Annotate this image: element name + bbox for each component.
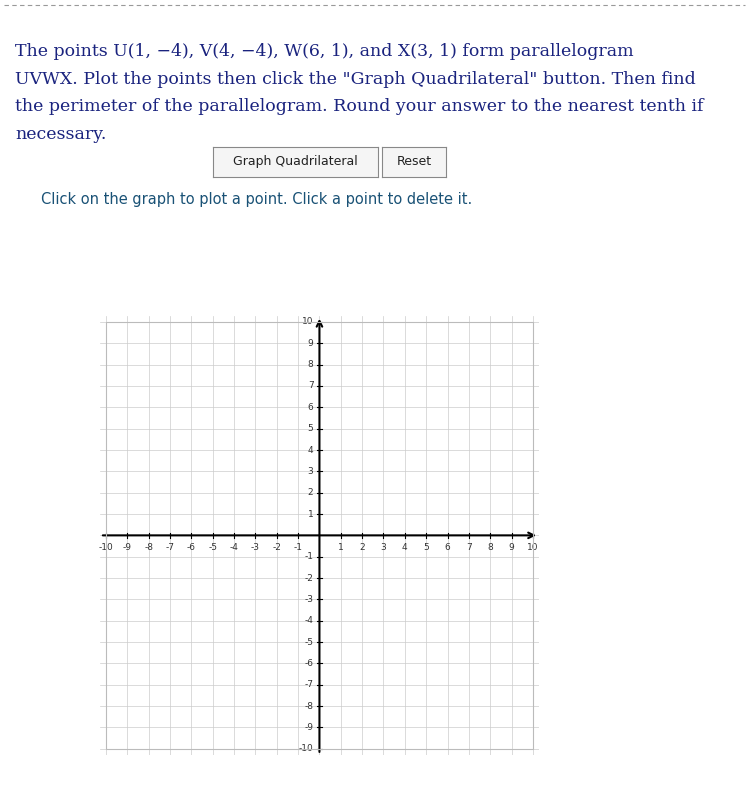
Text: -10: -10 — [299, 744, 314, 754]
Text: 7: 7 — [308, 382, 314, 390]
Text: -4: -4 — [305, 616, 314, 625]
Text: the perimeter of the parallelogram. Round your answer to the nearest tenth if: the perimeter of the parallelogram. Roun… — [15, 98, 703, 115]
Text: -2: -2 — [305, 574, 314, 582]
Text: 3: 3 — [380, 543, 386, 553]
Text: -8: -8 — [145, 543, 154, 553]
Text: -5: -5 — [208, 543, 217, 553]
Text: -7: -7 — [166, 543, 175, 553]
Text: 6: 6 — [308, 403, 314, 412]
Text: 1: 1 — [338, 543, 344, 553]
Text: 8: 8 — [488, 543, 493, 553]
Text: 6: 6 — [445, 543, 450, 553]
Text: Reset: Reset — [396, 155, 431, 168]
Text: -6: -6 — [187, 543, 196, 553]
Text: 4: 4 — [402, 543, 407, 553]
Text: 3: 3 — [308, 467, 314, 476]
Text: -3: -3 — [305, 595, 314, 604]
Text: Click on the graph to plot a point. Click a point to delete it.: Click on the graph to plot a point. Clic… — [41, 192, 473, 207]
Text: -10: -10 — [99, 543, 113, 553]
Text: 9: 9 — [509, 543, 515, 553]
Text: 2: 2 — [308, 488, 314, 497]
Text: 10: 10 — [302, 317, 314, 327]
Text: 10: 10 — [527, 543, 539, 553]
Text: 4: 4 — [308, 446, 314, 455]
Text: 9: 9 — [308, 339, 314, 348]
Text: -6: -6 — [305, 659, 314, 668]
Text: 7: 7 — [466, 543, 472, 553]
Text: necessary.: necessary. — [15, 126, 106, 143]
Text: 1: 1 — [308, 509, 314, 519]
Text: -3: -3 — [251, 543, 260, 553]
Text: -8: -8 — [305, 702, 314, 710]
Text: -5: -5 — [305, 637, 314, 647]
Text: -7: -7 — [305, 681, 314, 689]
Text: 5: 5 — [308, 424, 314, 433]
Text: -9: -9 — [123, 543, 132, 553]
Text: Graph Quadrilateral: Graph Quadrilateral — [234, 155, 358, 168]
Text: 5: 5 — [423, 543, 429, 553]
Text: -1: -1 — [305, 552, 314, 561]
Text: -1: -1 — [294, 543, 303, 553]
Text: UVWX. Plot the points then click the "Graph Quadrilateral" button. Then find: UVWX. Plot the points then click the "Gr… — [15, 71, 696, 88]
Text: -4: -4 — [230, 543, 238, 553]
Text: The points U(1, −4), V(4, −4), W(6, 1), and X(3, 1) form parallelogram: The points U(1, −4), V(4, −4), W(6, 1), … — [15, 43, 634, 60]
Text: 2: 2 — [360, 543, 365, 553]
Text: -2: -2 — [273, 543, 281, 553]
Text: -9: -9 — [305, 723, 314, 732]
Text: 8: 8 — [308, 360, 314, 369]
